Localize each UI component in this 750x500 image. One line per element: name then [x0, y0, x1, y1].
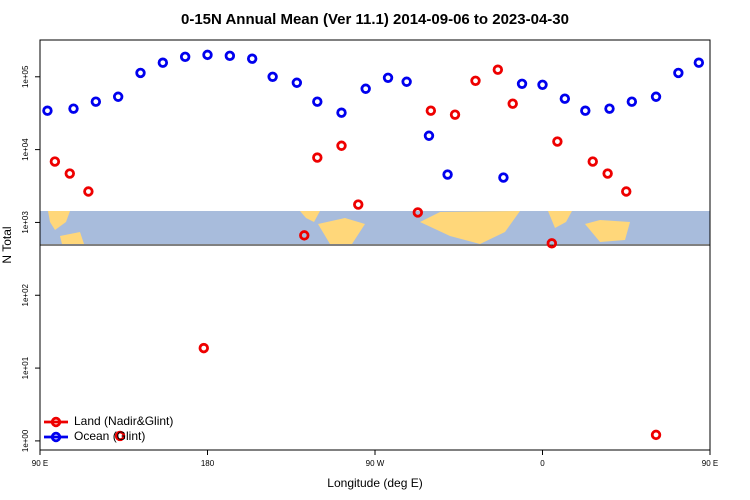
point — [135, 67, 146, 79]
point — [602, 168, 613, 179]
point — [360, 83, 371, 94]
x-axis-label: Longitude (deg E) — [327, 476, 422, 490]
point — [312, 152, 323, 163]
legend-label: Land (Nadir&Glint) — [74, 414, 173, 428]
point — [49, 156, 61, 167]
point — [412, 207, 424, 218]
point — [492, 64, 504, 75]
point — [267, 71, 278, 82]
point — [693, 57, 705, 68]
point — [552, 136, 563, 147]
point — [336, 140, 347, 151]
point — [516, 78, 528, 89]
x-tick-label: 0 — [540, 459, 545, 468]
x-tick-label: 180 — [201, 459, 215, 468]
point — [114, 430, 126, 442]
point — [112, 91, 124, 102]
point — [299, 230, 310, 241]
y-tick-label: 1e+02 — [21, 283, 30, 306]
point — [312, 96, 323, 107]
point — [537, 79, 548, 91]
point — [673, 67, 684, 79]
legend-marker — [50, 431, 62, 443]
point — [179, 51, 191, 63]
point — [498, 172, 509, 183]
y-tick-label: 1e+03 — [21, 211, 30, 234]
point — [224, 50, 236, 62]
point — [621, 186, 632, 197]
point — [382, 72, 394, 83]
y-tick-label: 1e+05 — [21, 65, 30, 88]
point — [650, 91, 662, 102]
x-tick-label: 90 E — [702, 459, 718, 468]
point — [650, 429, 662, 441]
point — [90, 96, 102, 107]
point — [64, 168, 75, 179]
y-tick-label: 1e+00 — [21, 429, 30, 452]
y-tick-label: 1e+04 — [21, 138, 30, 161]
map-strip — [40, 211, 710, 244]
point — [42, 105, 53, 116]
point — [546, 238, 558, 249]
point — [401, 76, 412, 87]
chart-title: 0-15N Annual Mean (Ver 11.1) 2014-09-06 … — [181, 11, 569, 28]
point — [470, 75, 481, 86]
point — [626, 96, 638, 107]
point — [449, 109, 461, 120]
point — [198, 342, 209, 354]
point — [83, 186, 94, 197]
point — [202, 49, 213, 61]
point — [157, 57, 169, 68]
point — [507, 98, 518, 109]
point — [587, 156, 598, 167]
y-tick-label: 1e+01 — [21, 356, 30, 379]
y-axis-label: N Total — [0, 226, 14, 263]
x-tick-label: 90 E — [32, 459, 48, 468]
point — [425, 105, 437, 116]
legend-label: Ocean (Glint) — [74, 429, 145, 443]
point — [423, 130, 435, 141]
point — [68, 103, 79, 114]
legend-marker — [50, 416, 62, 428]
point — [291, 77, 303, 88]
point — [442, 169, 453, 180]
point — [559, 93, 571, 104]
point — [604, 103, 615, 114]
point — [580, 105, 591, 116]
point — [353, 199, 364, 210]
point — [246, 53, 258, 64]
point — [336, 107, 347, 118]
x-tick-label: 90 W — [366, 459, 385, 468]
